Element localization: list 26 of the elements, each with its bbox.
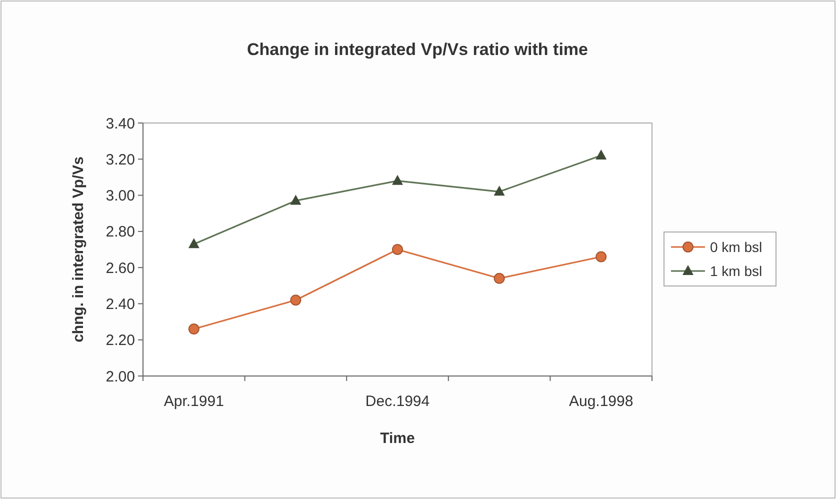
y-tick-label: 2.60	[106, 260, 135, 277]
y-tick-label: 2.20	[106, 332, 135, 350]
y-tick-label: 3.00	[106, 188, 135, 205]
point	[494, 272, 505, 284]
x-tick-label: Apr.1991	[164, 393, 224, 410]
y-tick-label: 2.00	[106, 368, 135, 386]
point	[290, 294, 302, 306]
x-axis-title: Time	[380, 430, 415, 447]
point	[596, 251, 607, 262]
x-tick-label: Aug.1998	[568, 393, 634, 410]
point	[392, 244, 403, 255]
point	[392, 174, 403, 185]
y-tick-label: 3.40	[106, 115, 135, 132]
point	[188, 324, 200, 335]
chart-title: Change in integrated Vp/Vs ratio with time	[247, 40, 588, 59]
point	[290, 194, 302, 205]
legend-label: 1 km bsl	[710, 262, 762, 279]
legend-label: 0 km bsl	[710, 238, 762, 255]
y-tick-label: 2.80	[106, 224, 135, 241]
y-tick-label: 3.20	[106, 151, 135, 168]
point	[596, 150, 607, 160]
point	[494, 186, 505, 196]
x-tick-label: Dec.1994	[365, 393, 430, 410]
y-axis-title: chng. in intergrated Vp/Vs	[70, 156, 87, 342]
point	[188, 238, 200, 248]
y-tick-label: 2.40	[106, 296, 135, 313]
